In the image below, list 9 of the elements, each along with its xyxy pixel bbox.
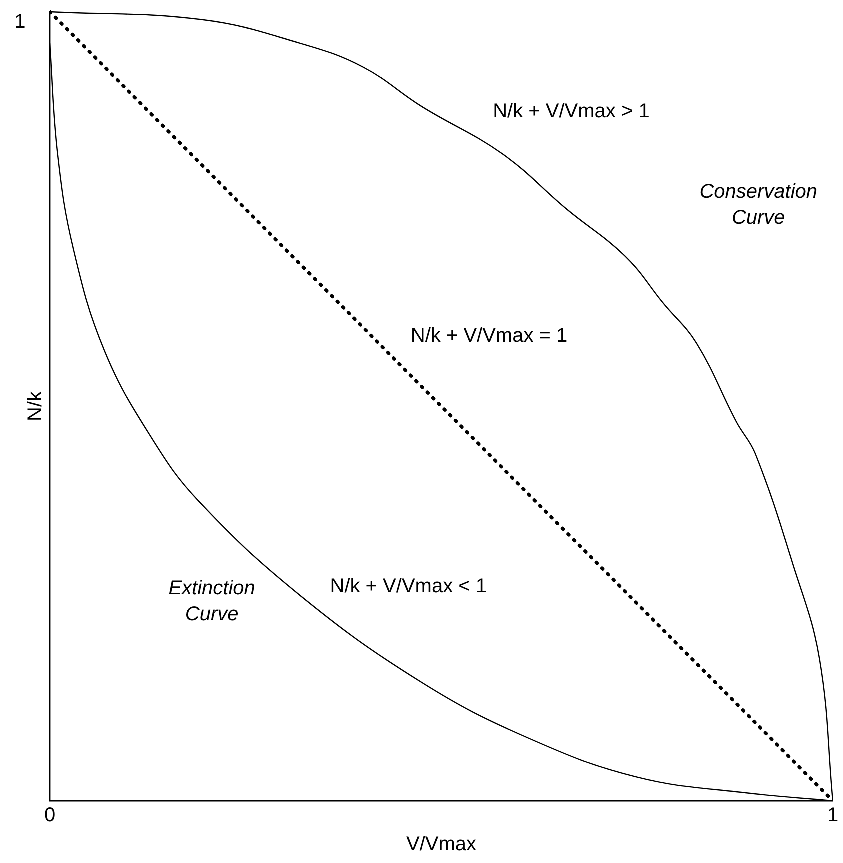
annotation: Extinction Curve — [168, 578, 256, 626]
annotation: N/k + V/Vmax < 1 — [330, 576, 487, 598]
annotation: Conservation Curve — [700, 180, 818, 229]
x-tick-label: 0 — [44, 804, 56, 827]
y-axis-title: N/k — [24, 390, 47, 422]
x-axis-title: V/Vmax — [406, 834, 477, 856]
annotation: N/k + V/Vmax = 1 — [410, 324, 568, 347]
text: 1 — [14, 10, 26, 33]
annotation: N/k + V/Vmax > 1 — [493, 100, 650, 123]
